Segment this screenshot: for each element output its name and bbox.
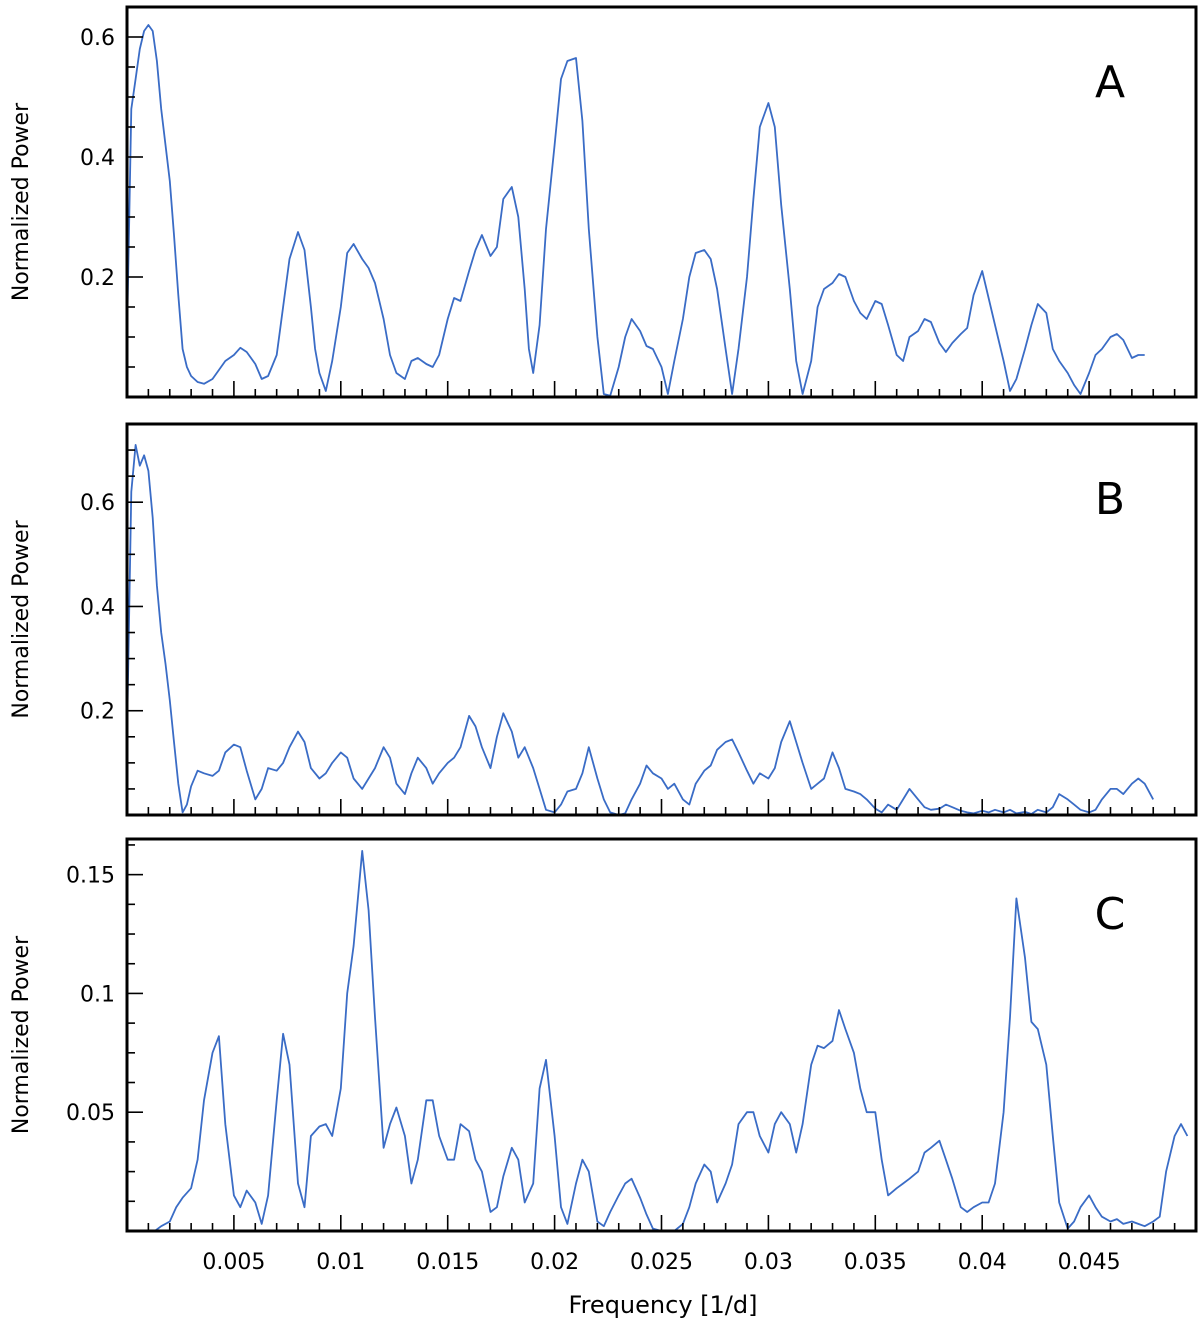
panel-c: 0.05 0.1 0.15 0.005 0.01 0.015 0.02 0.025 0.03 0.… <box>9 837 1198 1275</box>
panel-a: 0.2 0.4 0.6 Normalized Power A <box>9 5 1198 399</box>
x-tick-label: 0.005 <box>202 1250 265 1275</box>
series-line-b <box>127 443 1154 815</box>
x-tick-label: 0.04 <box>958 1250 1007 1275</box>
y-tick-label: 0.6 <box>80 26 115 51</box>
x-tick-label: 0.01 <box>316 1250 365 1275</box>
x-axis-ticks <box>127 844 1176 1231</box>
y-tick-label: 0.05 <box>66 1101 115 1126</box>
y-tick-label: 0.2 <box>80 266 115 291</box>
x-tick-label: 0.025 <box>630 1250 693 1275</box>
y-tick-label: 0.4 <box>80 146 115 171</box>
panel-letter: B <box>1095 474 1125 525</box>
panel-letter: A <box>1095 57 1125 108</box>
plot-frame <box>125 5 1198 399</box>
y-tick-label: 0.6 <box>80 491 115 516</box>
y-tick-label: 0.2 <box>80 700 115 725</box>
x-tick-label: 0.015 <box>416 1250 479 1275</box>
panel-b: 0.2 0.4 0.6 Normalized Power B <box>9 422 1198 817</box>
plot-frame <box>125 422 1198 817</box>
panel-letter: C <box>1095 889 1126 940</box>
series-line-c <box>148 850 1189 1231</box>
y-axis-label: Normalized Power <box>9 102 34 301</box>
y-axis-label: Normalized Power <box>9 935 34 1134</box>
x-tick-label: 0.02 <box>530 1250 579 1275</box>
y-axis-label: Normalized Power <box>9 519 34 718</box>
x-tick-label: 0.035 <box>844 1250 907 1275</box>
plot-frame <box>125 837 1198 1233</box>
x-axis-label: Frequency [1/d] <box>569 1291 758 1319</box>
series-line-a <box>127 24 1145 397</box>
y-tick-label: 0.15 <box>66 864 115 889</box>
x-tick-label: 0.045 <box>1058 1250 1121 1275</box>
y-tick-label: 0.1 <box>80 982 115 1007</box>
x-axis-ticks <box>127 449 1176 815</box>
y-tick-label: 0.4 <box>80 595 115 620</box>
x-axis-ticks <box>127 36 1176 397</box>
x-tick-label: 0.03 <box>744 1250 793 1275</box>
